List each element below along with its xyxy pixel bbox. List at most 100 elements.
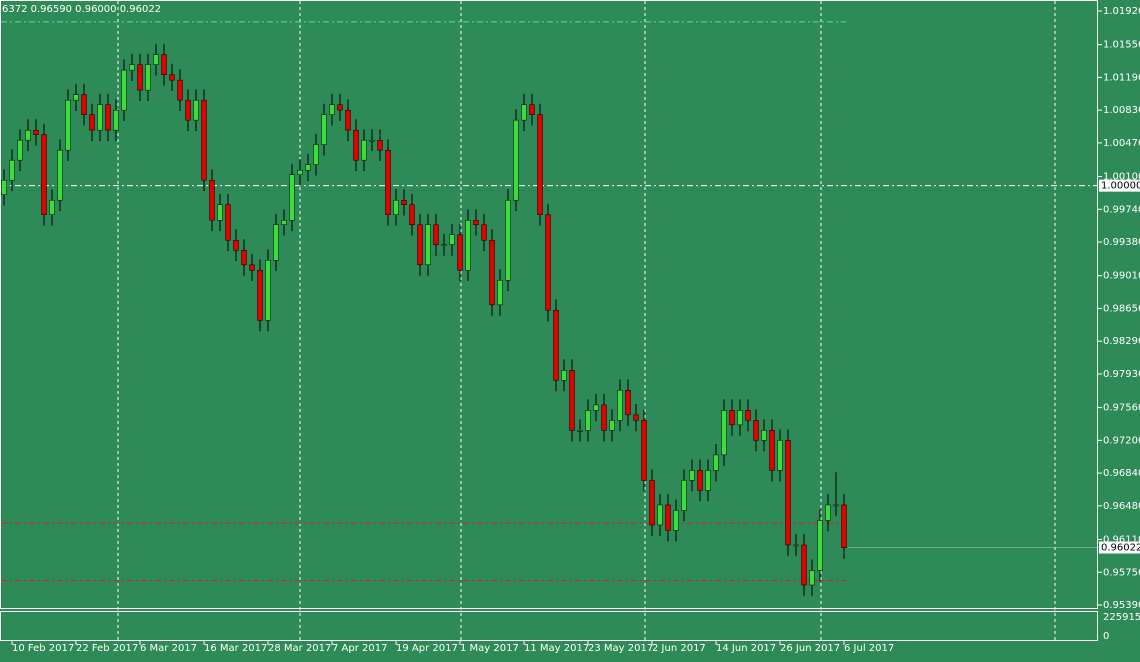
candle-body	[833, 504, 839, 507]
candle-body	[689, 470, 695, 481]
candle-body	[329, 104, 335, 115]
candle-body	[409, 204, 415, 226]
candle-body	[241, 249, 247, 266]
candle-body	[553, 310, 559, 381]
candle-body	[777, 440, 783, 471]
y-tick-label: 1.01550	[1103, 40, 1140, 51]
candle-body	[273, 224, 279, 261]
x-tick-label: 1 May 2017	[460, 643, 519, 654]
candle-body	[249, 264, 255, 271]
candle-body	[33, 129, 39, 135]
candle-body	[97, 104, 103, 131]
candle-body	[673, 510, 679, 531]
candle-body	[369, 139, 375, 142]
candle-body	[161, 54, 167, 75]
candle-body	[473, 219, 479, 226]
candle-body	[153, 54, 159, 65]
candle-body	[641, 420, 647, 481]
candle-body	[569, 370, 575, 431]
candle-body	[169, 74, 175, 81]
candle-body	[345, 109, 351, 131]
candle-body	[433, 224, 439, 246]
candle-body	[609, 420, 615, 431]
candle-body	[801, 544, 807, 586]
candle-body	[809, 570, 815, 586]
candle-body	[585, 410, 591, 431]
volume-tick-label: 0	[1103, 631, 1109, 642]
x-tick-label: 26 Jun 2017	[780, 643, 840, 654]
candle-body	[105, 104, 111, 131]
candle-body	[481, 224, 487, 241]
candle-body	[145, 64, 151, 91]
y-tick-label: 1.01920	[1103, 6, 1140, 17]
price-label: 1.00000	[1101, 181, 1140, 192]
candle-body	[209, 179, 215, 221]
candle-body	[129, 64, 135, 71]
candle-body	[705, 470, 711, 491]
candle-body	[321, 114, 327, 145]
candle-body	[337, 104, 343, 111]
candle-body	[73, 94, 79, 101]
price-label-box	[1099, 179, 1140, 192]
last-price-box	[1099, 541, 1140, 554]
volume-tick-label: 225915	[1103, 612, 1140, 623]
candle-body	[217, 204, 223, 221]
candle-body	[601, 404, 607, 431]
candle-body	[281, 219, 287, 226]
candle-body	[57, 149, 63, 201]
candle-body	[529, 104, 535, 115]
period-separators	[117, 1, 1056, 640]
candle-body	[657, 504, 663, 526]
candle-body	[265, 259, 271, 321]
candle-body	[297, 169, 303, 175]
candle-body	[353, 129, 359, 161]
candle-body	[137, 64, 143, 91]
volume-frame	[0, 611, 1098, 641]
candle-body	[785, 440, 791, 546]
x-tick-label: 19 Apr 2017	[396, 643, 458, 654]
candle-body	[745, 410, 751, 421]
candle-body	[633, 414, 639, 421]
x-tick-label: 11 May 2017	[524, 643, 589, 654]
candle-body	[361, 139, 367, 161]
candle-body	[393, 199, 399, 216]
candle-body	[513, 119, 519, 201]
candle-body	[257, 269, 263, 321]
candle-body	[817, 520, 823, 571]
x-tick-label: 22 Feb 2017	[76, 643, 138, 654]
candle-body	[65, 99, 71, 151]
x-tick-label: 10 Feb 2017	[12, 643, 74, 654]
candle-body	[121, 69, 127, 111]
candle-body	[761, 430, 767, 441]
candle-body	[721, 410, 727, 456]
candle-body	[441, 244, 447, 247]
candle-body	[593, 404, 599, 411]
candle-body	[545, 214, 551, 311]
candle-body	[769, 430, 775, 471]
candle-body	[313, 144, 319, 165]
x-tick-label: 2 Jun 2017	[652, 643, 706, 654]
x-tick-label: 14 Jun 2017	[716, 643, 776, 654]
candle-body	[681, 480, 687, 511]
y-tick-label: 0.95390	[1103, 600, 1140, 611]
candle-body	[505, 199, 511, 281]
candle-body	[497, 280, 503, 306]
candle-body	[49, 199, 55, 216]
last-price-label: 0.96022	[1101, 543, 1140, 554]
candle-body	[737, 410, 743, 426]
candle-body	[825, 504, 831, 521]
candle-body	[465, 219, 471, 271]
candle-body	[753, 420, 759, 441]
candle-body	[41, 134, 47, 216]
candle-body	[385, 149, 391, 216]
candle-body	[561, 370, 567, 381]
candle-body	[521, 104, 527, 121]
